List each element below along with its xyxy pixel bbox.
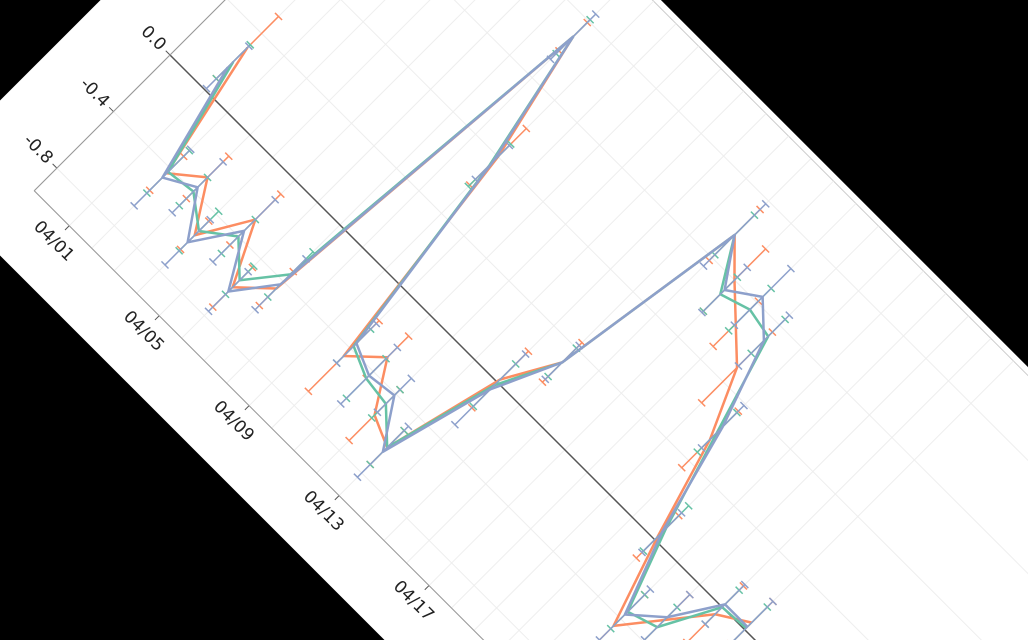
- y-tick: [52, 163, 58, 169]
- error-bar-cap: [699, 262, 708, 271]
- error-bar-cap: [304, 387, 313, 396]
- error-bar-cap: [393, 343, 402, 352]
- error-bar-cap: [734, 361, 743, 371]
- error-bar-cap: [743, 263, 752, 272]
- error-bar-cap: [632, 554, 641, 563]
- error-bar-cap: [353, 473, 362, 482]
- x-tick: [424, 585, 430, 591]
- error-bar-cap: [685, 590, 694, 599]
- error-bar-cap: [404, 332, 413, 341]
- error-bar-cap: [276, 190, 285, 199]
- error-bar-cap: [208, 257, 217, 267]
- error-bar-cap: [407, 374, 416, 383]
- error-bar-cap: [697, 308, 707, 317]
- error-bar-cap: [244, 267, 253, 276]
- error-bar-cap: [684, 501, 693, 510]
- grid-line: [56, 167, 836, 640]
- error-bar-cap: [761, 199, 770, 208]
- error-bar-cap: [697, 443, 706, 453]
- error-bar-cap: [646, 585, 655, 594]
- y-tick: [108, 106, 114, 112]
- error-bar-cap: [271, 195, 280, 204]
- grid-line: [383, 135, 789, 541]
- error-bar-cap: [740, 580, 749, 589]
- series-line: [161, 35, 766, 628]
- error-bar-cap: [786, 264, 795, 273]
- error-bar-cap: [538, 378, 547, 387]
- grid-line: [226, 0, 1005, 640]
- error-bar-cap: [130, 201, 139, 210]
- error-bar-cap: [730, 321, 739, 330]
- error-bar-cap: [505, 141, 514, 150]
- error-bar-cap: [373, 408, 382, 417]
- grid-line: [586, 338, 992, 640]
- error-bar-cap: [244, 42, 253, 51]
- grid-line: [608, 360, 1014, 640]
- zero-line: [169, 54, 949, 640]
- y-tick: [165, 50, 171, 56]
- error-bar-cap: [709, 342, 718, 351]
- y-axis: [33, 0, 440, 192]
- error-bar-cap: [202, 84, 211, 93]
- error-bar-cap: [677, 463, 686, 472]
- grid-line: [395, 0, 1028, 607]
- x-tick: [154, 315, 160, 321]
- error-bar-cap: [367, 413, 376, 423]
- grid-line: [282, 0, 1028, 640]
- grid-line: [113, 111, 892, 640]
- error-bar-cap: [724, 326, 733, 335]
- grid-line: [473, 225, 879, 631]
- error-bar-cap: [785, 311, 794, 320]
- error-bar-cap: [246, 40, 255, 49]
- error-bar-cap: [224, 152, 233, 161]
- error-bar-cap: [677, 508, 686, 517]
- x-tick: [334, 495, 340, 501]
- x-tick: [64, 225, 70, 231]
- error-bar-cap: [336, 399, 345, 409]
- error-bar-cap: [521, 349, 530, 359]
- grid-line: [248, 0, 654, 407]
- error-bar-cap: [206, 215, 215, 224]
- error-bar-cap: [249, 262, 258, 271]
- error-bar-cap: [450, 420, 459, 429]
- error-bar-cap: [739, 401, 749, 410]
- error-bar-cap: [214, 207, 223, 216]
- x-tick: [244, 405, 250, 411]
- error-bar-cap: [768, 597, 778, 606]
- error-bar-cap: [250, 305, 260, 314]
- error-bar-cap: [345, 436, 354, 445]
- error-bar-cap: [591, 9, 600, 19]
- error-bar-cap: [541, 375, 550, 384]
- error-bar-cap: [186, 145, 195, 154]
- error-bar-cap: [524, 347, 533, 356]
- error-bar-cap: [168, 208, 177, 217]
- error-bar-cap: [506, 139, 515, 149]
- error-bar-cap: [637, 548, 647, 557]
- error-bar-cap: [697, 398, 706, 407]
- error-bar-cap: [404, 422, 413, 431]
- x-axis: [33, 190, 813, 640]
- error-bar-cap: [332, 359, 341, 368]
- grid-line: [563, 315, 969, 640]
- error-bar-cap: [219, 157, 228, 166]
- error-bar-cap: [701, 620, 710, 629]
- error-bar-cap: [160, 260, 170, 270]
- error-bar-cap: [522, 124, 531, 133]
- error-bar-cap: [761, 244, 770, 254]
- error-bar-cap: [693, 448, 702, 457]
- error-bar-cap: [204, 307, 213, 316]
- grid-line: [361, 113, 767, 519]
- grid-line: [518, 270, 924, 640]
- error-bar-cap: [274, 12, 283, 21]
